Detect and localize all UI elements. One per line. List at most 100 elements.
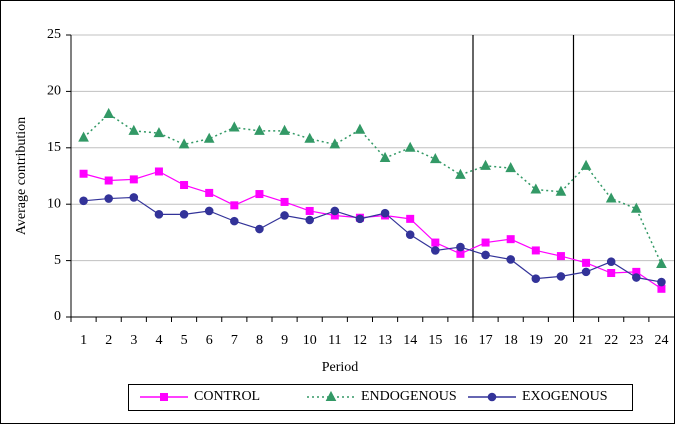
marker bbox=[280, 197, 289, 206]
marker bbox=[230, 216, 239, 226]
x-tick-label: 10 bbox=[303, 333, 317, 348]
marker bbox=[330, 206, 340, 216]
marker bbox=[305, 215, 314, 225]
marker bbox=[530, 183, 542, 194]
marker bbox=[630, 202, 642, 213]
y-axis-label: Average contribution bbox=[14, 117, 29, 235]
marker bbox=[128, 124, 140, 135]
marker bbox=[103, 107, 115, 118]
marker bbox=[305, 206, 314, 215]
x-tick-label: 22 bbox=[604, 333, 618, 348]
x-tick-label: 6 bbox=[206, 333, 213, 348]
x-tick-label: 21 bbox=[579, 333, 593, 348]
x-tick-label: 19 bbox=[529, 333, 543, 348]
marker bbox=[304, 132, 316, 143]
legend-marker bbox=[487, 392, 497, 402]
x-tick-label: 9 bbox=[281, 333, 288, 348]
marker bbox=[506, 235, 515, 244]
marker bbox=[78, 131, 89, 142]
marker bbox=[354, 123, 366, 134]
x-tick-label: 4 bbox=[155, 333, 162, 348]
marker bbox=[379, 151, 391, 162]
y-tick-label: 5 bbox=[54, 253, 61, 268]
marker bbox=[129, 175, 138, 184]
legend-label: EXOGENOUS bbox=[522, 389, 608, 404]
y-tick-label: 20 bbox=[47, 84, 61, 99]
marker bbox=[104, 194, 113, 203]
marker bbox=[580, 159, 592, 170]
x-tick-label: 18 bbox=[504, 333, 518, 348]
marker bbox=[154, 210, 164, 219]
x-tick-label: 3 bbox=[130, 333, 137, 348]
marker bbox=[204, 206, 214, 216]
marker bbox=[656, 257, 667, 268]
x-tick-label: 11 bbox=[328, 333, 341, 348]
marker bbox=[153, 127, 165, 138]
marker bbox=[605, 192, 617, 203]
marker bbox=[431, 246, 440, 255]
legend-label: ENDOGENOUS bbox=[361, 389, 457, 404]
series-line bbox=[83, 113, 663, 265]
marker bbox=[481, 238, 490, 247]
x-tick-label: 15 bbox=[428, 333, 442, 348]
marker bbox=[581, 267, 591, 277]
marker bbox=[657, 277, 666, 287]
marker bbox=[506, 255, 515, 264]
marker bbox=[355, 214, 365, 224]
x-tick-label: 1 bbox=[80, 333, 87, 348]
x-tick-label: 2 bbox=[105, 333, 112, 348]
marker bbox=[404, 141, 416, 152]
x-tick-label: 16 bbox=[453, 333, 467, 348]
marker bbox=[255, 224, 264, 234]
marker bbox=[456, 249, 465, 258]
marker bbox=[556, 272, 566, 281]
x-tick-label: 20 bbox=[554, 333, 568, 348]
marker bbox=[555, 185, 567, 196]
marker bbox=[380, 208, 390, 218]
marker bbox=[129, 193, 139, 202]
marker bbox=[455, 168, 466, 179]
y-tick-label: 10 bbox=[47, 196, 61, 211]
legend-marker bbox=[160, 393, 168, 401]
legend-marker bbox=[325, 390, 337, 401]
marker bbox=[505, 162, 517, 173]
legend-box bbox=[128, 384, 633, 411]
x-tick-label: 12 bbox=[353, 333, 367, 348]
y-tick-label: 25 bbox=[47, 27, 61, 42]
marker bbox=[481, 250, 490, 260]
marker bbox=[254, 124, 265, 135]
marker bbox=[180, 181, 189, 190]
marker bbox=[556, 252, 565, 261]
marker bbox=[79, 196, 88, 206]
marker bbox=[531, 274, 541, 283]
x-tick-label: 5 bbox=[181, 333, 188, 348]
marker bbox=[405, 230, 415, 239]
x-tick-label: 17 bbox=[479, 333, 493, 348]
marker bbox=[429, 153, 441, 164]
marker bbox=[431, 238, 440, 247]
y-tick-label: 15 bbox=[47, 140, 61, 155]
marker bbox=[606, 257, 616, 267]
marker bbox=[657, 284, 666, 293]
x-tick-label: 24 bbox=[654, 333, 668, 348]
legend-label: CONTROL bbox=[194, 389, 260, 404]
marker bbox=[582, 258, 591, 267]
x-tick-label: 8 bbox=[256, 333, 263, 348]
marker bbox=[406, 214, 415, 223]
marker bbox=[531, 246, 540, 255]
x-tick-label: 13 bbox=[378, 333, 392, 348]
marker bbox=[456, 242, 465, 252]
marker bbox=[228, 121, 240, 132]
marker bbox=[203, 132, 215, 143]
marker bbox=[179, 210, 189, 219]
x-tick-label: 7 bbox=[231, 333, 238, 348]
marker bbox=[79, 169, 88, 178]
x-axis-label: Period bbox=[322, 360, 359, 375]
x-tick-label: 23 bbox=[629, 333, 643, 348]
marker bbox=[280, 211, 289, 220]
marker bbox=[154, 167, 163, 176]
marker bbox=[255, 190, 264, 199]
y-tick-label: 0 bbox=[54, 309, 61, 324]
marker bbox=[632, 273, 641, 282]
marker bbox=[607, 269, 616, 278]
